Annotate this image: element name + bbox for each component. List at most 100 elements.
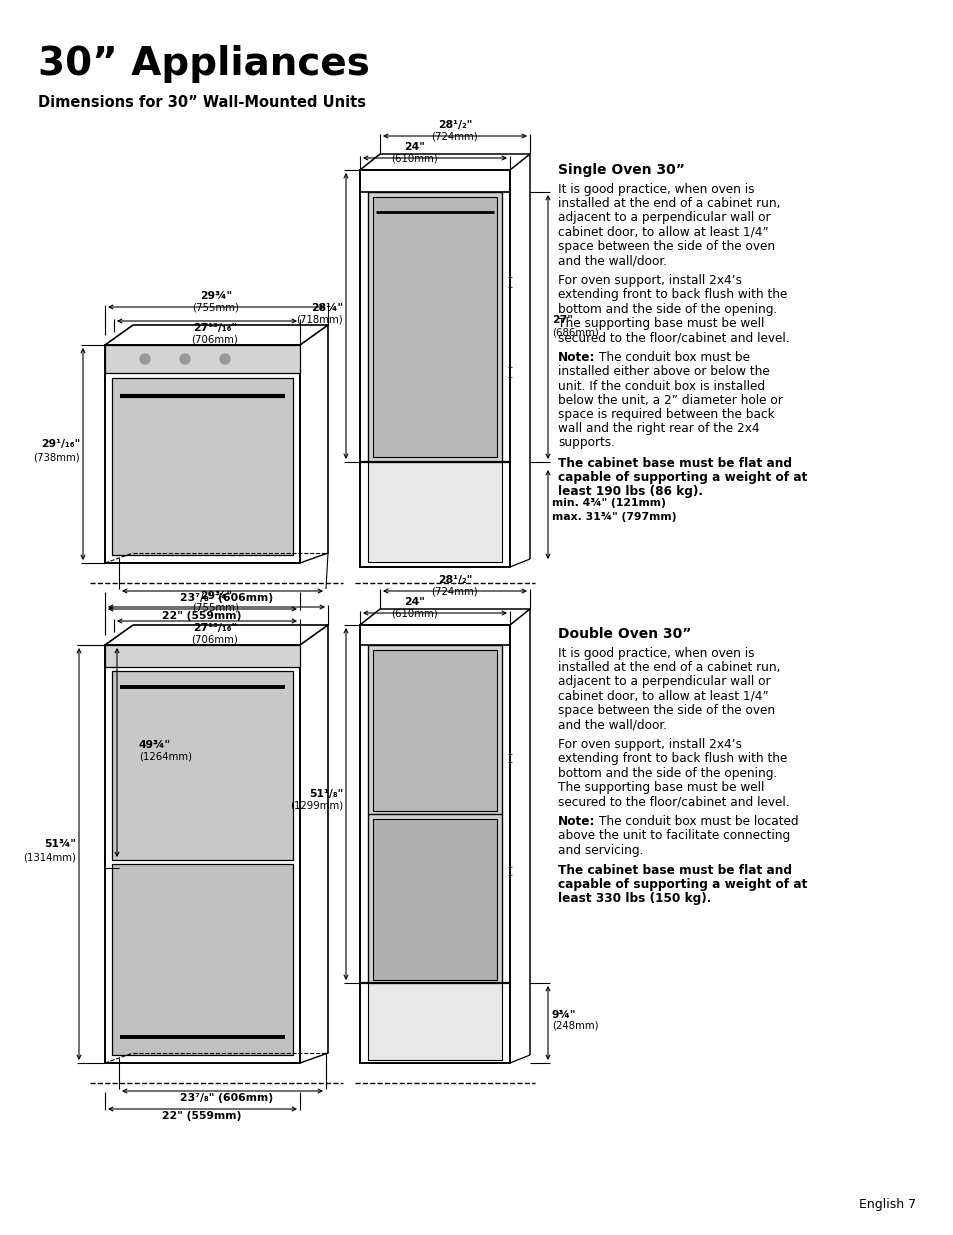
Text: and the wall/door.: and the wall/door.	[558, 254, 666, 267]
Text: min. 4¾" (121mm): min. 4¾" (121mm)	[552, 498, 665, 508]
Text: 22" (559mm): 22" (559mm)	[162, 1112, 241, 1121]
Text: (755mm): (755mm)	[193, 601, 239, 613]
Text: The conduit box must be: The conduit box must be	[595, 351, 750, 364]
Text: 24": 24"	[404, 597, 425, 606]
Text: For oven support, install 2x4’s: For oven support, install 2x4’s	[558, 739, 741, 751]
Text: 22" (559mm): 22" (559mm)	[162, 611, 241, 621]
Bar	[112, 864, 293, 1055]
Text: adjacent to a perpendicular wall or: adjacent to a perpendicular wall or	[558, 211, 770, 225]
Text: 9¾": 9¾"	[552, 1010, 576, 1020]
Text: 27¹³/₁₆": 27¹³/₁₆"	[193, 622, 236, 634]
Text: 23⁷/₈" (606mm): 23⁷/₈" (606mm)	[180, 1093, 274, 1103]
Text: adjacent to a perpendicular wall or: adjacent to a perpendicular wall or	[558, 676, 770, 688]
Text: (248mm): (248mm)	[552, 1021, 598, 1031]
Text: space between the side of the oven: space between the side of the oven	[558, 240, 774, 253]
Text: Single Oven 30”: Single Oven 30”	[558, 163, 684, 177]
Text: The cabinet base must be flat and: The cabinet base must be flat and	[558, 457, 791, 469]
Circle shape	[140, 354, 150, 364]
Text: bottom and the side of the opening.: bottom and the side of the opening.	[558, 767, 777, 779]
Text: and the wall/door.: and the wall/door.	[558, 718, 666, 731]
Text: max. 31¾" (797mm): max. 31¾" (797mm)	[552, 513, 676, 522]
Text: (724mm): (724mm)	[431, 585, 477, 597]
Text: 49¾": 49¾"	[139, 740, 171, 750]
Text: The cabinet base must be flat and: The cabinet base must be flat and	[558, 863, 791, 877]
Text: (610mm): (610mm)	[392, 608, 438, 618]
Text: 29¾": 29¾"	[200, 592, 232, 601]
Text: 51¹/₈": 51¹/₈"	[309, 789, 343, 799]
Text: installed either above or below the: installed either above or below the	[558, 366, 769, 378]
Text: 28¹/₂": 28¹/₂"	[437, 120, 472, 130]
Text: space between the side of the oven: space between the side of the oven	[558, 704, 774, 716]
Text: 30” Appliances: 30” Appliances	[38, 44, 370, 83]
Text: cabinet door, to allow at least 1/4”: cabinet door, to allow at least 1/4”	[558, 689, 768, 703]
Text: The supporting base must be well: The supporting base must be well	[558, 317, 763, 330]
Circle shape	[180, 354, 190, 364]
Bar	[373, 650, 497, 811]
Text: Double Oven 30”: Double Oven 30”	[558, 627, 691, 641]
Text: least 330 lbs (150 kg).: least 330 lbs (150 kg).	[558, 892, 711, 905]
Bar	[105, 345, 299, 373]
Text: secured to the floor/cabinet and level.: secured to the floor/cabinet and level.	[558, 331, 789, 345]
Text: below the unit, a 2” diameter hole or: below the unit, a 2” diameter hole or	[558, 394, 781, 406]
Text: 28¼": 28¼"	[311, 303, 343, 312]
Text: wall and the right rear of the 2x4: wall and the right rear of the 2x4	[558, 422, 759, 435]
Text: installed at the end of a cabinet run,: installed at the end of a cabinet run,	[558, 198, 780, 210]
Bar	[112, 378, 293, 555]
Bar	[368, 983, 501, 1060]
Bar	[105, 645, 299, 1063]
Text: bottom and the side of the opening.: bottom and the side of the opening.	[558, 303, 777, 316]
Text: cabinet door, to allow at least 1/4”: cabinet door, to allow at least 1/4”	[558, 226, 768, 238]
Text: (738mm): (738mm)	[33, 452, 80, 462]
Text: above the unit to facilitate connecting: above the unit to facilitate connecting	[558, 830, 789, 842]
Text: The conduit box must be located: The conduit box must be located	[595, 815, 799, 829]
Bar	[368, 191, 501, 462]
Text: (706mm): (706mm)	[192, 333, 238, 345]
Text: secured to the floor/cabinet and level.: secured to the floor/cabinet and level.	[558, 795, 789, 808]
Text: For oven support, install 2x4’s: For oven support, install 2x4’s	[558, 274, 741, 288]
Bar	[359, 625, 510, 1063]
Text: extending front to back flush with the: extending front to back flush with the	[558, 289, 786, 301]
Text: (755mm): (755mm)	[193, 303, 239, 312]
Text: capable of supporting a weight of at: capable of supporting a weight of at	[558, 878, 806, 890]
Text: 27": 27"	[552, 315, 572, 325]
Text: It is good practice, when oven is: It is good practice, when oven is	[558, 647, 754, 659]
Text: capable of supporting a weight of at: capable of supporting a weight of at	[558, 471, 806, 484]
Text: installed at the end of a cabinet run,: installed at the end of a cabinet run,	[558, 661, 780, 674]
Text: Dimensions for 30” Wall-Mounted Units: Dimensions for 30” Wall-Mounted Units	[38, 95, 366, 110]
Text: least 190 lbs (86 kg).: least 190 lbs (86 kg).	[558, 485, 702, 498]
Bar	[112, 671, 293, 860]
Text: and servicing.: and servicing.	[558, 844, 642, 857]
Text: (610mm): (610mm)	[392, 153, 438, 163]
Bar	[105, 345, 299, 563]
Bar	[368, 645, 501, 983]
Bar	[359, 170, 510, 567]
Text: 29¹/₁₆": 29¹/₁₆"	[41, 438, 80, 450]
Text: extending front to back flush with the: extending front to back flush with the	[558, 752, 786, 766]
Text: Note:: Note:	[558, 351, 595, 364]
Text: (1264mm): (1264mm)	[139, 751, 192, 761]
Text: It is good practice, when oven is: It is good practice, when oven is	[558, 183, 754, 196]
Text: The supporting base must be well: The supporting base must be well	[558, 781, 763, 794]
Text: (1314mm): (1314mm)	[23, 852, 76, 862]
Text: supports.: supports.	[558, 436, 615, 450]
Text: (724mm): (724mm)	[431, 131, 477, 141]
Text: (1299mm): (1299mm)	[290, 802, 343, 811]
Bar	[373, 198, 497, 457]
Text: unit. If the conduit box is installed: unit. If the conduit box is installed	[558, 379, 764, 393]
Circle shape	[220, 354, 230, 364]
Text: Note:: Note:	[558, 815, 595, 829]
Text: 27¹³/₁₆": 27¹³/₁₆"	[193, 324, 236, 333]
Text: (686mm): (686mm)	[552, 327, 598, 337]
Text: 24": 24"	[404, 142, 425, 152]
Text: 51¾": 51¾"	[44, 839, 76, 848]
Bar	[368, 462, 501, 562]
Bar	[373, 819, 497, 981]
Text: 29¾": 29¾"	[200, 291, 232, 301]
Text: (706mm): (706mm)	[192, 634, 238, 643]
Text: 23⁷/₈" (606mm): 23⁷/₈" (606mm)	[180, 593, 274, 603]
Text: (718mm): (718mm)	[296, 314, 343, 324]
Text: 28¹/₂": 28¹/₂"	[437, 576, 472, 585]
Bar	[105, 645, 299, 667]
Text: space is required between the back: space is required between the back	[558, 408, 774, 421]
Text: English 7: English 7	[858, 1198, 915, 1212]
